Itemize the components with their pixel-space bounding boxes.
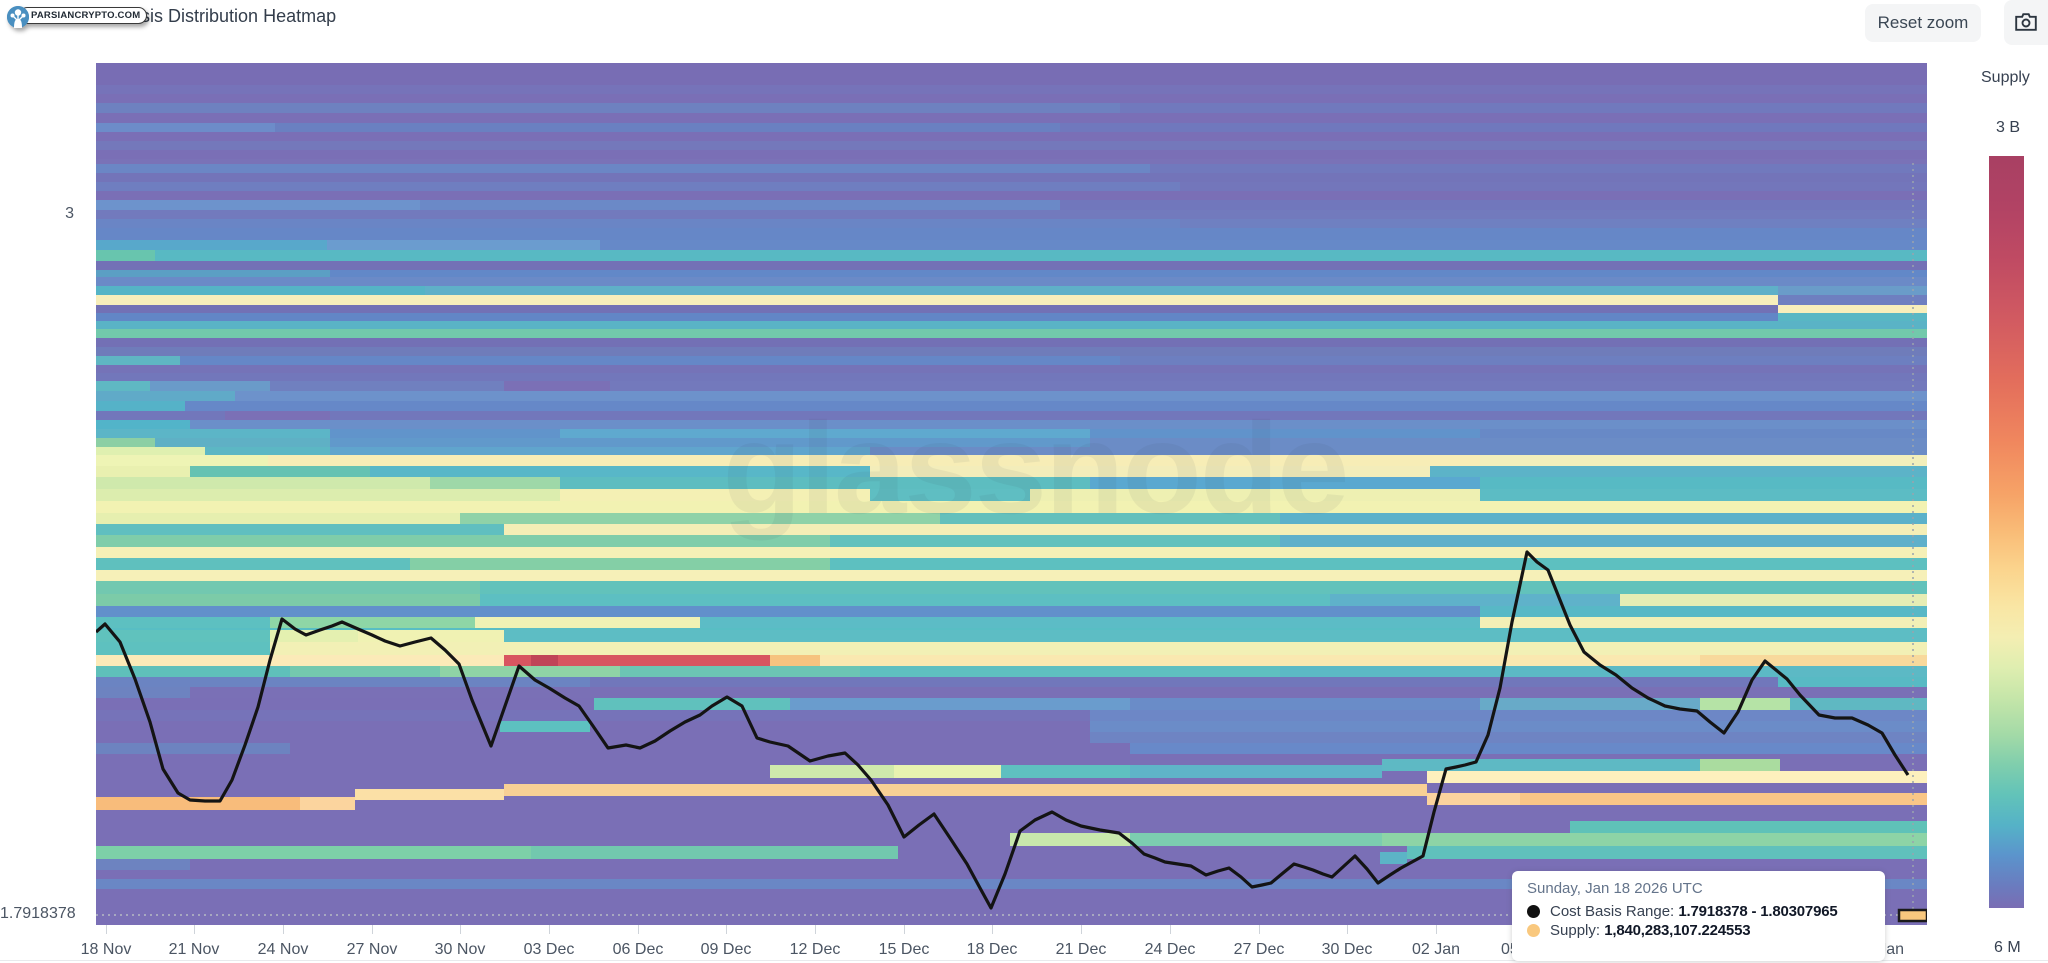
- svg-text:glassnode: glassnode: [723, 395, 1348, 541]
